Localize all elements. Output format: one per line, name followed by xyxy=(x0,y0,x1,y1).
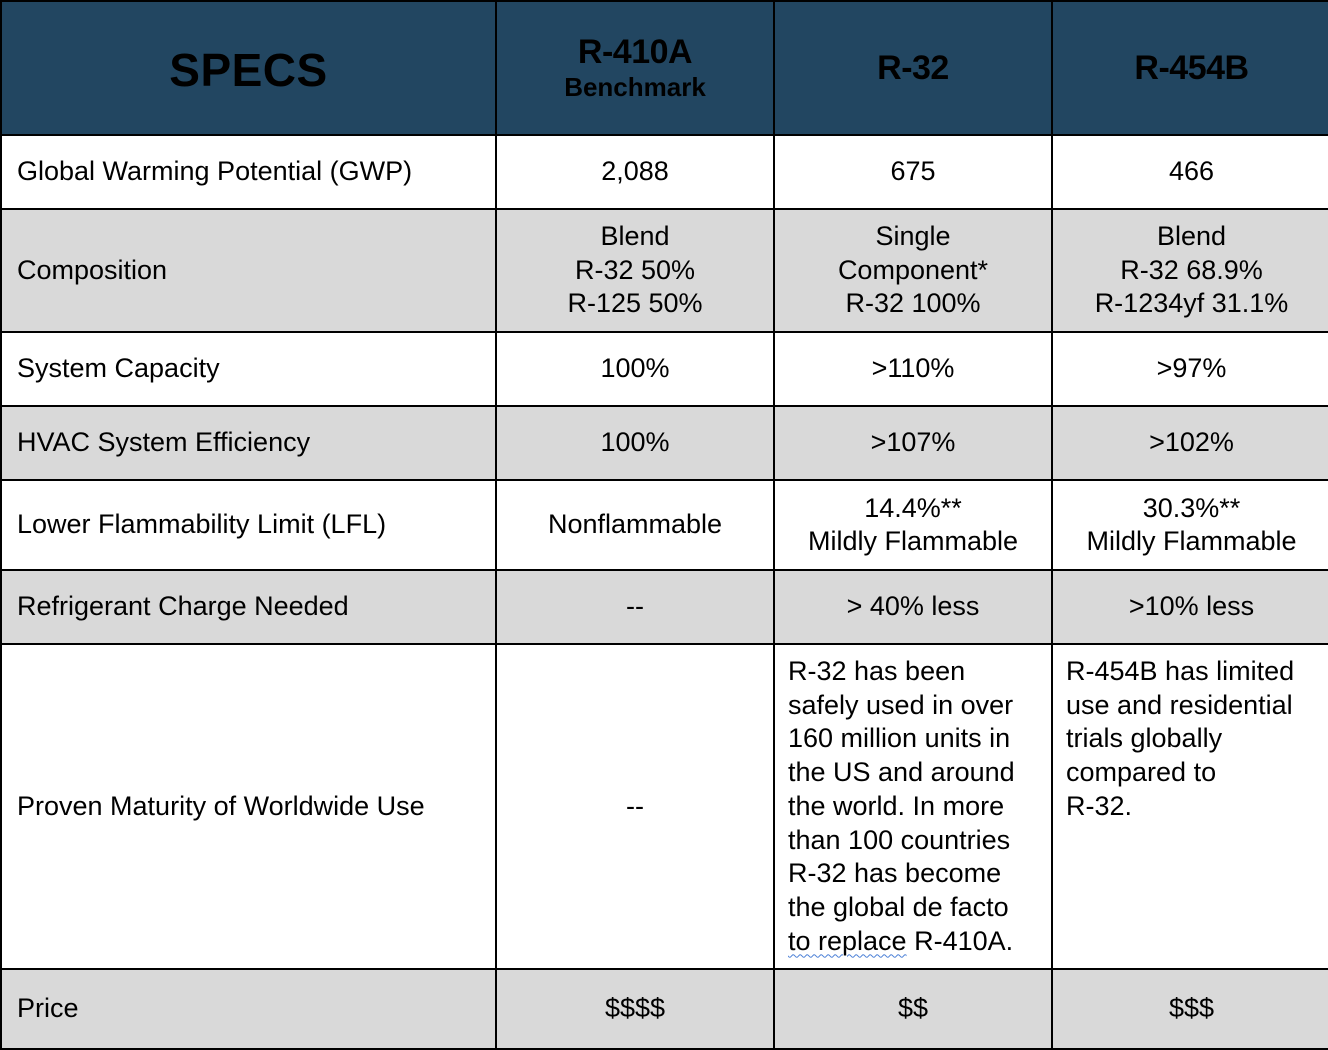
row-proven-maturity: Proven Maturity of Worldwide Use -- R-32… xyxy=(0,643,1328,970)
cell-line: 160 million units in xyxy=(788,723,1011,754)
cell-line: Single xyxy=(875,221,951,252)
cell-line: R-32 has become xyxy=(788,858,1002,889)
row-gwp: Global Warming Potential (GWP) 2,088 675… xyxy=(0,134,1328,210)
cell-r32: 675 xyxy=(773,134,1053,210)
cell-line: R-125 50% xyxy=(567,288,703,319)
cell-line: compared to xyxy=(1066,757,1217,788)
cell-line: Mildly Flammable xyxy=(807,526,1019,556)
cell-r410a: Nonflammable xyxy=(495,479,775,571)
cell-r410a: 100% xyxy=(495,331,775,407)
cell-r454b: R-454B has limited use and residential t… xyxy=(1051,643,1328,970)
cell-r32: >107% xyxy=(773,405,1053,481)
header-r454b-title: R-454B xyxy=(1134,49,1249,87)
row-system-capacity: System Capacity 100% >110% >97% xyxy=(0,331,1328,407)
cell-r32: > 40% less xyxy=(773,569,1053,645)
cell-line: R-32 68.9% xyxy=(1120,254,1263,285)
cell-r454b: 466 xyxy=(1051,134,1328,210)
cell-r454b: >102% xyxy=(1051,405,1328,481)
cell-r410a: Blend R-32 50% R-125 50% xyxy=(495,208,775,333)
cell-r454b: >97% xyxy=(1051,331,1328,407)
cell-line: 30.3%** xyxy=(1142,492,1241,523)
cell-line: R-454B has limited xyxy=(1066,656,1295,686)
header-r410a-title: R-410A xyxy=(577,33,693,71)
cell-line: R-32. xyxy=(1066,790,1133,821)
cell-line-tail: R-410A. xyxy=(906,925,1014,956)
cell-r454b: $$$ xyxy=(1051,968,1328,1050)
header-row: SPECS R-410A Benchmark R-32 R-454B xyxy=(0,0,1328,136)
header-r410a-subtitle: Benchmark xyxy=(564,72,706,102)
header-r32: R-32 xyxy=(773,0,1053,136)
cell-line: use and residential xyxy=(1066,689,1293,720)
cell-r32: Single Component* R-32 100% xyxy=(773,208,1053,333)
cell-line: 14.4%** xyxy=(864,492,962,523)
cell-r32: $$ xyxy=(773,968,1053,1050)
row-label: Global Warming Potential (GWP) xyxy=(0,134,497,210)
row-label: Price xyxy=(0,968,497,1050)
cell-r32: >110% xyxy=(773,331,1053,407)
cell-r454b: >10% less xyxy=(1051,569,1328,645)
cell-r454b: 30.3%** Mildly Flammable xyxy=(1051,479,1328,571)
cell-line: Blend xyxy=(1156,221,1227,252)
row-label: HVAC System Efficiency xyxy=(0,405,497,481)
header-r454b: R-454B xyxy=(1051,0,1328,136)
row-label: System Capacity xyxy=(0,331,497,407)
row-label: Composition xyxy=(0,208,497,333)
row-label: Lower Flammability Limit (LFL) xyxy=(0,479,497,571)
header-specs-label: SPECS xyxy=(169,44,328,96)
cell-r410a: $$$$ xyxy=(495,968,775,1050)
cell-r410a: -- xyxy=(495,569,775,645)
cell-line: trials globally xyxy=(1066,723,1223,754)
spellcheck-flagged-text[interactable]: to replace xyxy=(788,925,907,956)
cell-line: Component* xyxy=(837,254,989,285)
cell-line: safely used in over xyxy=(788,689,1014,720)
cell-r32: R-32 has been safely used in over 160 mi… xyxy=(773,643,1053,970)
cell-line: the world. In more xyxy=(788,790,1005,821)
row-label: Proven Maturity of Worldwide Use xyxy=(0,643,497,970)
row-hvac-efficiency: HVAC System Efficiency 100% >107% >102% xyxy=(0,405,1328,481)
cell-line: R-1234yf 31.1% xyxy=(1094,288,1289,319)
row-price: Price $$$$ $$ $$$ xyxy=(0,968,1328,1050)
row-label: Refrigerant Charge Needed xyxy=(0,569,497,645)
cell-line: Mildly Flammable xyxy=(1086,526,1297,556)
cell-line: than 100 countries xyxy=(788,824,1011,855)
cell-line: R-32 50% xyxy=(574,254,696,285)
cell-r410a: 2,088 xyxy=(495,134,775,210)
cell-line: Blend xyxy=(600,221,670,252)
header-specs: SPECS xyxy=(0,0,497,136)
cell-r454b: Blend R-32 68.9% R-1234yf 31.1% xyxy=(1051,208,1328,333)
row-refrigerant-charge: Refrigerant Charge Needed -- > 40% less … xyxy=(0,569,1328,645)
header-r410a: R-410A Benchmark xyxy=(495,0,775,136)
row-lfl: Lower Flammability Limit (LFL) Nonflamma… xyxy=(0,479,1328,571)
cell-line-last: to replace R-410A. xyxy=(788,925,1043,959)
cell-r410a: 100% xyxy=(495,405,775,481)
cell-line: R-32 has been xyxy=(788,656,966,686)
row-composition: Composition Blend R-32 50% R-125 50% Sin… xyxy=(0,208,1328,333)
cell-line: the US and around xyxy=(788,757,1015,788)
cell-r32: 14.4%** Mildly Flammable xyxy=(773,479,1053,571)
cell-r410a: -- xyxy=(495,643,775,970)
cell-line: the global de facto xyxy=(788,891,1009,922)
header-r32-title: R-32 xyxy=(877,49,949,87)
cell-line: R-32 100% xyxy=(845,288,981,319)
